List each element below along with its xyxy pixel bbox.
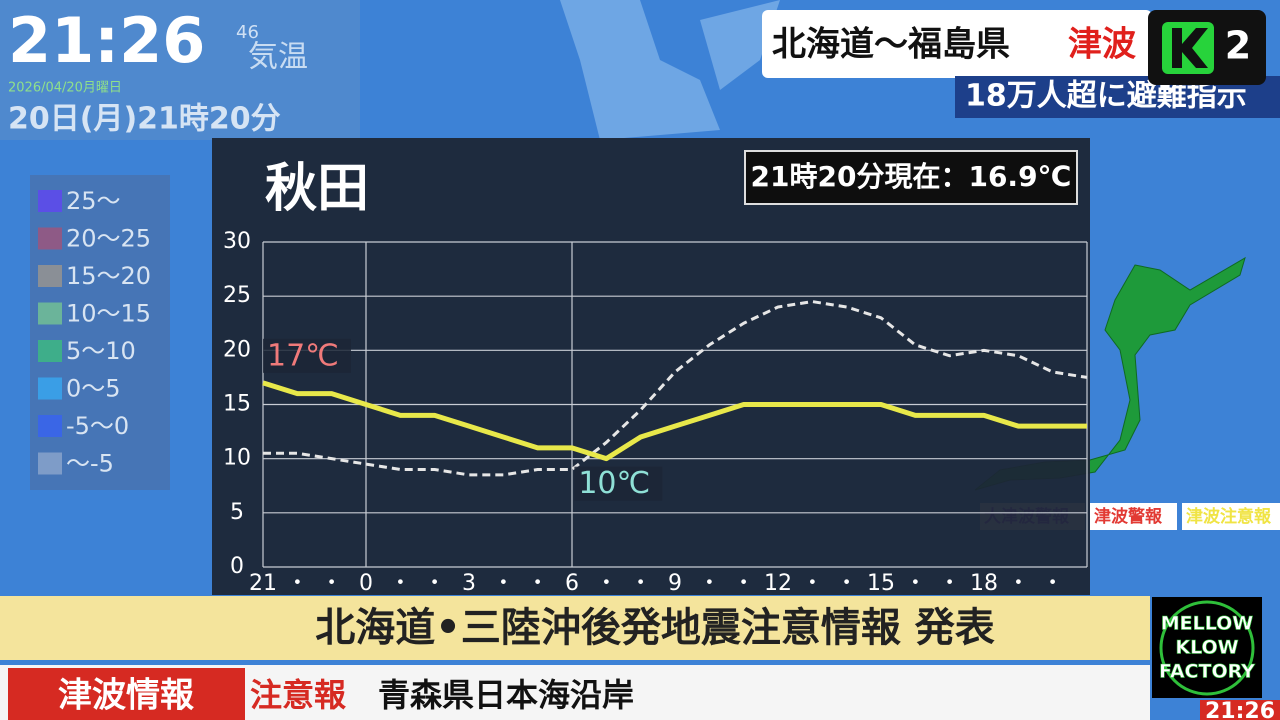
date: 2026/04/20月曜日 [8, 81, 122, 96]
bottom-clock-box [1200, 700, 1280, 720]
legend-swatch [38, 340, 62, 362]
legend-label: ～-5 [66, 450, 114, 478]
x-tick-label: 15 [867, 571, 895, 596]
map-legend-panel [30, 175, 170, 490]
tsunami-label: 津波警報 [1094, 506, 1163, 527]
clock-panel [0, 0, 360, 140]
channel-number: 2 [1225, 24, 1251, 68]
chart-panel [212, 138, 1090, 595]
x-tick-label: ・ [733, 571, 755, 596]
x-tick-label: 18 [970, 571, 998, 596]
x-tick-label: ・ [904, 571, 926, 596]
legend-label: 10～15 [66, 300, 151, 328]
ticker: 北海道•三陸沖後発地震注意情報 発表 [315, 605, 995, 651]
x-tick-label: ・ [698, 571, 720, 596]
y-tick-label: 30 [223, 229, 251, 254]
legend-label: 25～ [66, 187, 121, 215]
y-tick-label: 10 [223, 446, 251, 471]
x-tick-label: 3 [462, 571, 476, 596]
x-tick-label: ・ [492, 571, 514, 596]
legend-label: 15～20 [66, 262, 151, 290]
y-tick-label: 0 [230, 554, 244, 579]
map-land [560, 0, 720, 140]
legend-swatch [38, 265, 62, 287]
series-line [263, 300, 1088, 477]
current-box [744, 150, 1078, 205]
x-tick-label: ・ [630, 571, 652, 596]
y-tick-label: 25 [223, 283, 251, 308]
legend-label: 5～10 [66, 337, 136, 365]
logo-box [1152, 597, 1262, 698]
legend-swatch [38, 415, 62, 437]
y-tick-label: 20 [223, 337, 251, 362]
tsunami-label: 津波注意報 [1186, 506, 1272, 527]
logo-ring [1159, 600, 1255, 696]
x-tick-label: 6 [565, 571, 579, 596]
bottom-label-box [8, 668, 245, 720]
x-tick-label: ・ [939, 571, 961, 596]
logo-text: FACTORY [1159, 661, 1255, 683]
map-legend: 25～ 20～25 15～20 10～15 5～10 0～5 -5～0 ～-5 [38, 187, 151, 478]
x-tick-label: ・ [527, 571, 549, 596]
y-tick-label: 5 [230, 500, 244, 525]
tsunami-swatch [1090, 503, 1177, 530]
x-tick-label: 21 [249, 571, 277, 596]
bottom-label: 津波情報 [58, 676, 194, 716]
series-line [262, 380, 1087, 462]
channel-k-glyph [1172, 28, 1208, 68]
legend-swatch [38, 302, 62, 325]
x-tick-label: 0 [359, 571, 373, 596]
x-tick-label: ・ [424, 571, 446, 596]
headline: 北海道～福島県 [772, 25, 1010, 65]
bottom-level: 注意報 [250, 676, 346, 714]
legend-swatch [38, 190, 62, 212]
tsunami-swatch [1182, 503, 1280, 530]
x-tick-label: ・ [1042, 571, 1064, 596]
x-tick-label: ・ [389, 571, 411, 596]
value-label: 10℃ [578, 466, 650, 501]
ticker-bar [0, 596, 1150, 660]
legend-swatch [38, 227, 62, 250]
value-label-bg [574, 466, 663, 501]
headline-box [762, 10, 1152, 78]
legend-swatch [38, 452, 62, 475]
legend-swatch [38, 377, 62, 400]
y-tick-label: 15 [223, 392, 251, 417]
x-tick-label: ・ [286, 571, 308, 596]
x-tick-label: ・ [1007, 571, 1029, 596]
logo-text: MELLOW [1161, 613, 1254, 635]
value-label-bg [263, 338, 351, 373]
bottom-clock: 21:26 [1205, 699, 1275, 720]
headline-highlight: 津波 [1068, 25, 1136, 65]
bottom-area: 青森県日本海沿岸 [378, 676, 634, 714]
legend-label: 0～5 [66, 375, 121, 403]
x-tick-label: 12 [764, 571, 792, 596]
x-tick-label: 9 [668, 571, 682, 596]
x-tick-label: ・ [321, 571, 343, 596]
legend-label: 20～25 [66, 225, 151, 253]
x-tick-label: ・ [595, 571, 617, 596]
legend-label: -5～0 [66, 412, 129, 440]
timestamp: 20日(月)21時20分 [8, 102, 281, 137]
clock: 21:26 [8, 4, 205, 77]
value-label: 17℃ [267, 338, 339, 373]
clock-seconds: 46 [236, 22, 259, 43]
logo-text: KLOW [1175, 637, 1238, 659]
chart-title: 秋田 [265, 159, 369, 219]
clock-label: 気温 [248, 40, 308, 75]
map-land [700, 0, 780, 90]
x-tick-label: ・ [801, 571, 823, 596]
x-tick-label: ・ [836, 571, 858, 596]
current-reading: 21時20分現在：16.9℃ [751, 160, 1072, 193]
